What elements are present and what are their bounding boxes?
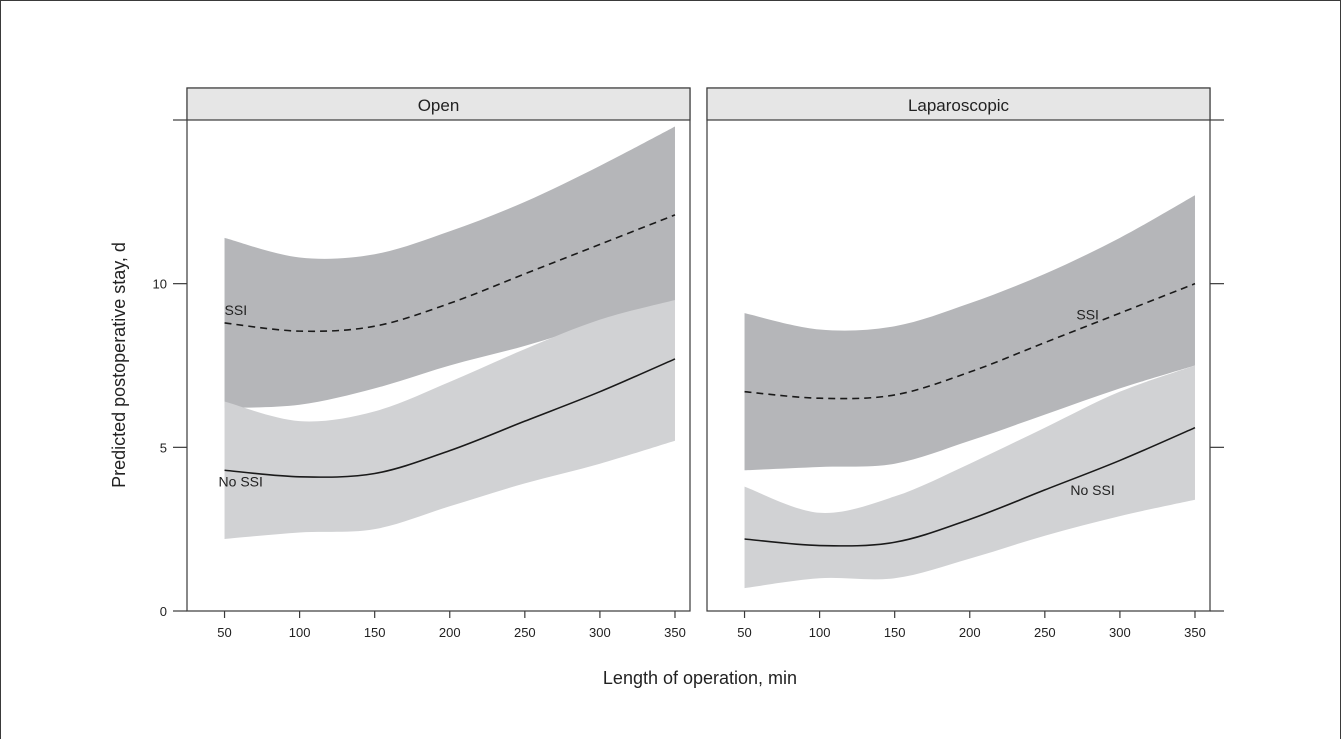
y-tick-label: 10 — [153, 277, 167, 292]
y-tick-label: 0 — [160, 604, 167, 619]
x-tick-label: 300 — [589, 625, 611, 640]
confidence-band-ssi — [744, 195, 1195, 471]
x-axis-label: Length of operation, min — [603, 668, 797, 688]
x-tick-label: 200 — [959, 625, 981, 640]
x-tick-label: 150 — [364, 625, 386, 640]
x-tick-label: 100 — [809, 625, 831, 640]
x-tick-label: 100 — [289, 625, 311, 640]
series-line-no-ssi — [744, 426, 1196, 547]
x-tick-label: 50 — [217, 625, 231, 640]
panel-strip — [186, 87, 691, 121]
panel-title: Laparoscopic — [908, 96, 1010, 115]
series-line-ssi — [744, 282, 1196, 400]
panel-open: SSI No SSI Open 50 100 150 200 250 300 350 0 5 10 — [153, 87, 691, 640]
x-tick-label: 150 — [884, 625, 906, 640]
y-axis-label: Predicted postoperative stay, d — [109, 242, 129, 488]
panel-laparoscopic: SSI No SSI Laparoscopic 50 100 150 200 250 300 35… — [706, 87, 1224, 640]
x-tick-label: 200 — [439, 625, 461, 640]
panel-title: Open — [418, 96, 460, 115]
x-tick-label: 350 — [664, 625, 686, 640]
panel-strip — [706, 87, 1211, 121]
y-tick-label: 5 — [160, 440, 167, 455]
series-line-ssi — [224, 214, 676, 333]
confidence-band-ssi — [224, 126, 675, 409]
series-annotation: No SSI — [1070, 482, 1114, 498]
x-tick-label: 250 — [514, 625, 536, 640]
x-tick-label: 300 — [1109, 625, 1131, 640]
x-tick-label: 50 — [737, 625, 751, 640]
series-annotation: SSI — [225, 302, 248, 318]
series-annotation: SSI — [1076, 307, 1099, 323]
series-line-no-ssi — [224, 358, 676, 478]
x-tick-label: 350 — [1184, 625, 1206, 640]
series-annotation: No SSI — [219, 474, 263, 490]
confidence-band-no-ssi — [744, 365, 1195, 589]
confidence-band-no-ssi — [224, 300, 675, 539]
x-tick-label: 250 — [1034, 625, 1056, 640]
